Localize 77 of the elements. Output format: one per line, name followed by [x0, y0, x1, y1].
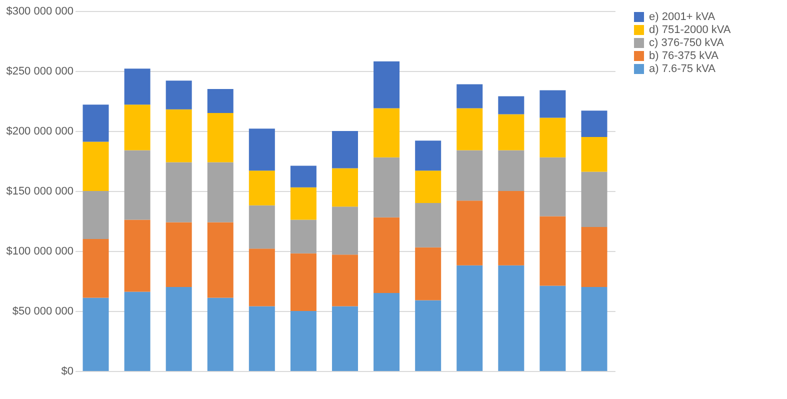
bar: [166, 109, 192, 162]
bar: [498, 265, 524, 371]
bar: [290, 220, 316, 254]
bar: [248, 205, 275, 249]
bar: [581, 137, 608, 172]
bar: [498, 150, 524, 191]
legend-label: b) 76-375 kVA: [649, 50, 720, 62]
bar: [290, 253, 316, 311]
bar: [456, 108, 483, 150]
bar: [415, 247, 442, 300]
bar: [166, 222, 192, 287]
bar: [207, 89, 234, 113]
bar: [332, 306, 358, 371]
bar: [124, 68, 150, 105]
bar: [82, 191, 109, 239]
bar: [374, 61, 400, 108]
bar: [581, 287, 608, 371]
bar: [82, 104, 109, 142]
bar: [332, 254, 358, 306]
bar: [82, 239, 109, 298]
bar: [207, 113, 234, 162]
bar: [82, 298, 109, 371]
bar: [498, 191, 524, 266]
bar: [332, 206, 358, 255]
bar: [124, 104, 150, 150]
y-tick-label: $200 000 000: [6, 126, 74, 138]
bar: [498, 96, 524, 114]
bar: [456, 84, 483, 108]
bar: [290, 311, 316, 371]
bar: [332, 131, 358, 168]
bar: [290, 166, 316, 188]
bar: [374, 157, 400, 218]
legend-label: a) 7.6-75 kVA: [649, 63, 716, 75]
bar: [456, 200, 483, 266]
y-tick-label: $150 000 000: [6, 186, 74, 198]
bar: [581, 227, 608, 287]
bar: [374, 293, 400, 371]
bar: [166, 287, 192, 371]
y-tick-label: $50 000 000: [12, 306, 74, 318]
bar: [415, 300, 442, 371]
bar: [540, 90, 566, 118]
bar: [415, 170, 442, 203]
bar: [540, 216, 566, 286]
bar: [124, 220, 150, 292]
bar: [166, 162, 192, 222]
bar: [124, 292, 150, 371]
bar: [207, 298, 234, 371]
bar: [166, 80, 192, 110]
bar: [248, 306, 275, 371]
bar: [207, 162, 234, 222]
bar: [374, 217, 400, 293]
bar: [290, 187, 316, 220]
bar: [540, 286, 566, 371]
bar: [332, 168, 358, 207]
y-tick-label: $0: [61, 366, 74, 378]
bar: [540, 157, 566, 216]
bar: [415, 203, 442, 248]
bar: [498, 114, 524, 150]
bar: [248, 170, 275, 206]
bar: [207, 222, 234, 298]
bar: [581, 110, 608, 137]
bar: [456, 265, 483, 371]
y-tick-label: $300 000 000: [6, 6, 74, 18]
bar: [415, 140, 442, 171]
bar: [248, 128, 275, 171]
legend-label: e) 2001+ kVA: [649, 11, 716, 23]
y-tick-label: $100 000 000: [6, 246, 74, 258]
legend-label: d) 751-2000 kVA: [649, 24, 732, 36]
legend-label: c) 376-750 kVA: [649, 37, 725, 49]
bar: [374, 108, 400, 158]
bar: [540, 118, 566, 158]
bar: [581, 172, 608, 227]
bar: [248, 248, 275, 306]
bar: [456, 150, 483, 201]
bar: [82, 142, 109, 191]
bar: [124, 150, 150, 220]
y-tick-label: $250 000 000: [6, 66, 74, 78]
